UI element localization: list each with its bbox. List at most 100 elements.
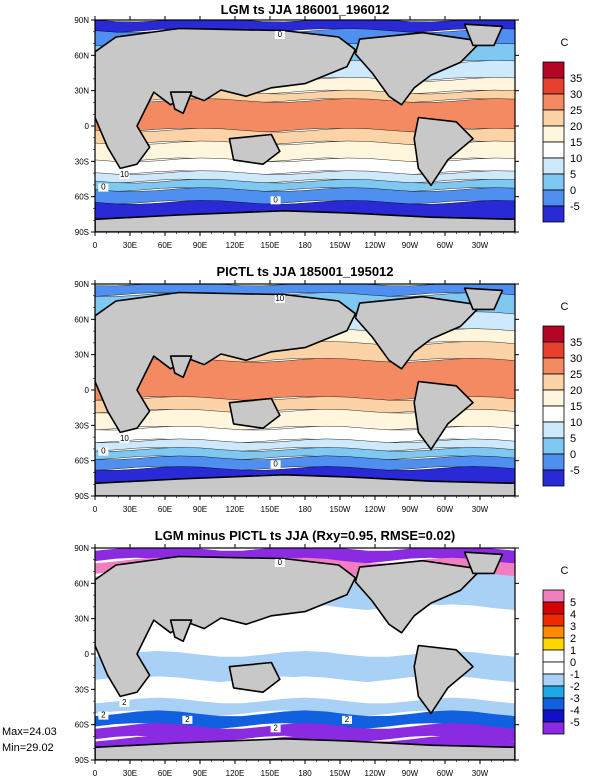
legend-swatch — [542, 141, 565, 159]
lon-tick-label: 90W — [402, 241, 419, 250]
legend-swatch — [542, 673, 565, 687]
lat-tick-label: 90N — [74, 280, 89, 289]
contour-label-bg — [270, 196, 281, 205]
color-band — [95, 651, 515, 683]
contour-label-bg — [274, 294, 285, 303]
land-mass — [413, 116, 474, 187]
lon-tick-label: 120W — [365, 241, 386, 250]
legend-swatch — [542, 61, 565, 79]
legend-label: 3 — [570, 621, 576, 633]
contour-label-bg — [274, 558, 285, 567]
land-mass — [95, 555, 357, 698]
lon-tick-label: 60W — [437, 505, 454, 514]
legend-label: 25 — [570, 105, 582, 117]
lat-tick-label: 30S — [75, 157, 89, 166]
land-mass — [95, 473, 515, 496]
contour-label-bg — [274, 30, 285, 39]
legend-swatch — [542, 405, 565, 423]
lat-tick-label: 30S — [75, 421, 89, 430]
lon-tick-label: 90E — [193, 241, 207, 250]
legend-swatch — [542, 613, 565, 627]
lon-tick-label: 150W — [330, 241, 351, 250]
legend-unit: C — [561, 565, 569, 577]
land-mass — [95, 291, 357, 434]
legend-label: 35 — [570, 73, 582, 85]
legend-label: 15 — [570, 401, 582, 413]
lon-tick-label: 60E — [158, 769, 172, 778]
color-band — [95, 170, 515, 184]
legend-unit: C — [561, 301, 569, 313]
contour-label: 10 — [120, 434, 129, 443]
contour-label-bg — [270, 460, 281, 469]
lat-tick-label: 60N — [74, 579, 89, 588]
legend-swatch — [542, 157, 565, 175]
contour-label: 0 — [101, 447, 106, 456]
legend-swatch — [542, 649, 565, 663]
lat-tick-label: 0 — [85, 650, 90, 659]
lat-tick-label: 30S — [75, 685, 89, 694]
legend-label: -5 — [570, 201, 580, 213]
lon-tick-label: 120W — [365, 769, 386, 778]
lon-tick-label: 150W — [330, 505, 351, 514]
land-mass — [228, 133, 281, 165]
contour-label-bg — [119, 698, 130, 707]
lat-tick-label: 60N — [74, 51, 89, 60]
color-band — [95, 187, 515, 205]
land-mass — [354, 295, 483, 370]
lat-tick-label: 90N — [74, 544, 89, 553]
contour-label: 2 — [185, 715, 190, 724]
land-mass — [354, 559, 483, 634]
land-mass — [95, 210, 515, 232]
land-mass — [463, 287, 504, 311]
contour-label: 10 — [275, 294, 284, 303]
land-mass — [354, 31, 483, 106]
contour-label-bg — [342, 715, 352, 724]
land-mass — [95, 737, 515, 760]
legend-swatch — [542, 601, 565, 615]
legend-label: -2 — [570, 681, 580, 693]
lon-tick-label: 150E — [261, 241, 280, 250]
legend-swatch — [542, 205, 565, 223]
legend-swatch — [542, 77, 565, 95]
legend-swatch — [542, 709, 565, 723]
legend-unit: C — [561, 37, 569, 49]
land-mass — [463, 23, 504, 47]
lon-tick-label: 180 — [298, 241, 312, 250]
panel-title: LGM minus PICTL ts JJA (Rxy=0.95, RMSE=0… — [155, 528, 456, 543]
lon-tick-label: 0 — [93, 241, 98, 250]
lat-tick-label: 30N — [74, 615, 89, 624]
lat-tick-label: 90S — [75, 756, 89, 765]
legend-label: 25 — [570, 369, 582, 381]
lon-tick-label: 60W — [437, 769, 454, 778]
lat-tick-label: 0 — [85, 386, 90, 395]
land-mass — [169, 91, 193, 115]
legend-swatch — [542, 173, 565, 191]
color-band — [95, 710, 515, 729]
legend-label: 1 — [570, 645, 576, 657]
legend-swatch — [542, 389, 565, 407]
legend-swatch — [542, 325, 565, 343]
legend-label: 0 — [570, 449, 576, 461]
legend-swatch — [542, 453, 565, 471]
legend-label: 20 — [570, 121, 582, 133]
lon-tick-label: 90W — [402, 769, 419, 778]
color-band — [95, 157, 515, 175]
legend-label: 30 — [570, 89, 582, 101]
legend-swatch — [542, 93, 565, 111]
lat-tick-label: 60N — [74, 315, 89, 324]
legend-label: 15 — [570, 137, 582, 149]
legend-swatch — [542, 189, 565, 207]
legend-swatch — [542, 357, 565, 375]
panel-title: PICTL ts JJA 185001_195012 — [216, 264, 393, 279]
color-band — [95, 697, 515, 717]
contour-label-bg — [119, 170, 130, 179]
land-mass — [95, 27, 357, 170]
legend-label: 5 — [570, 169, 576, 181]
lon-tick-label: 120E — [226, 505, 245, 514]
lon-tick-label: 30W — [472, 769, 489, 778]
legend-label: -5 — [570, 465, 580, 477]
lat-tick-label: 60S — [75, 457, 89, 466]
map-panel-2: PICTL ts JJA 185001_195012 10 10 0 0 90N 60N 30… — [74, 264, 582, 514]
land-mass — [413, 644, 474, 715]
land-mass — [169, 619, 193, 643]
